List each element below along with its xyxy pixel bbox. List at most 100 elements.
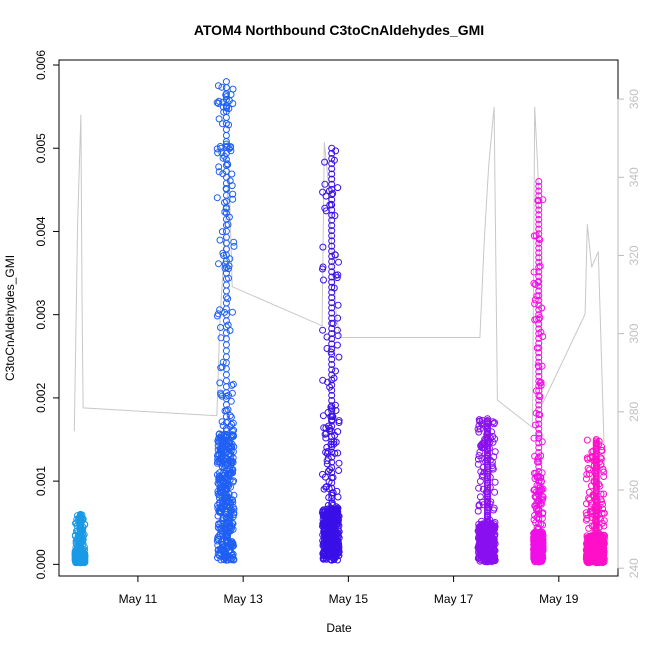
data-point — [328, 222, 336, 229]
data-point — [535, 216, 543, 223]
data-point — [215, 115, 223, 123]
data-point — [328, 484, 336, 492]
data-point — [535, 263, 543, 271]
data-point — [328, 469, 336, 477]
data-point — [331, 251, 339, 259]
data-point — [491, 556, 499, 564]
data-point — [474, 455, 482, 463]
data-point — [328, 196, 336, 204]
data-point — [328, 541, 336, 549]
series-5 — [530, 178, 547, 566]
data-point — [328, 340, 336, 348]
data-point — [491, 448, 499, 456]
data-point — [328, 464, 336, 471]
data-point — [600, 544, 608, 552]
data-point — [600, 522, 608, 530]
data-point — [535, 529, 543, 537]
data-point — [323, 345, 331, 352]
data-point — [535, 463, 543, 471]
data-point — [328, 438, 336, 446]
data-point — [328, 206, 336, 214]
data-point — [535, 235, 543, 243]
data-point — [328, 201, 336, 209]
x-axis-label: Date — [326, 621, 352, 635]
data-point — [328, 397, 336, 404]
data-point — [328, 263, 336, 271]
data-point — [328, 165, 336, 173]
data-point — [475, 484, 483, 492]
data-point — [535, 258, 543, 266]
data-point — [229, 478, 237, 486]
data-point — [229, 308, 236, 316]
data-point — [328, 314, 336, 322]
data-point — [220, 252, 228, 259]
data-point — [491, 523, 499, 531]
data-point — [535, 311, 543, 319]
data-point — [535, 449, 543, 456]
data-point — [535, 415, 543, 423]
data-point — [328, 386, 336, 394]
data-point — [535, 506, 543, 514]
data-point — [535, 544, 543, 552]
data-point — [535, 363, 543, 371]
data-point — [535, 525, 543, 533]
data-point — [535, 368, 543, 376]
data-point — [535, 430, 543, 437]
data-point — [491, 478, 499, 486]
y2-tick-label: 360 — [627, 89, 641, 109]
data-point — [215, 97, 223, 105]
data-point — [332, 367, 339, 375]
data-point — [490, 535, 498, 543]
data-point — [214, 82, 222, 90]
data-point — [328, 371, 336, 379]
data-point — [328, 325, 336, 332]
data-point — [531, 300, 539, 308]
data-point — [328, 494, 336, 502]
data-point — [535, 482, 543, 490]
data-point — [535, 282, 543, 290]
data-point — [535, 372, 543, 380]
data-point — [328, 247, 336, 255]
data-point — [474, 460, 482, 468]
data-point — [535, 206, 543, 214]
data-point — [328, 299, 336, 307]
data-point — [335, 417, 343, 425]
data-point — [229, 539, 237, 547]
axis-layer: May 11 May 13 May 15 May 17 May 19 0.000 0.001… — [34, 50, 641, 606]
data-point — [328, 232, 336, 240]
data-point — [224, 406, 232, 414]
data-point — [491, 530, 499, 538]
data-point — [229, 498, 237, 506]
data-point — [535, 287, 543, 295]
data-point — [535, 406, 543, 414]
data-point — [531, 296, 539, 304]
data-point — [582, 475, 590, 483]
y-tick-label: 0.002 — [34, 383, 48, 413]
x-tick-label: May 19 — [539, 592, 579, 606]
data-point — [328, 288, 336, 296]
data-point — [328, 381, 336, 389]
data-point — [328, 180, 336, 188]
data-point — [328, 175, 336, 183]
data-point — [319, 412, 327, 420]
data-point — [328, 309, 336, 317]
data-point — [535, 273, 543, 281]
data-point — [328, 458, 336, 466]
data-point — [328, 355, 336, 363]
data-point — [328, 546, 336, 554]
data-point — [328, 443, 336, 451]
data-point — [328, 345, 336, 353]
data-point — [324, 454, 332, 462]
data-point — [538, 492, 546, 500]
data-point — [328, 211, 336, 219]
data-point — [229, 458, 237, 466]
data-point — [328, 520, 336, 528]
series-2 — [213, 78, 238, 564]
data-point — [600, 547, 608, 555]
y-tick-label: 0.004 — [34, 216, 48, 246]
data-point — [229, 85, 237, 93]
data-point — [328, 185, 336, 193]
data-point — [535, 392, 543, 399]
data-point — [535, 178, 543, 185]
